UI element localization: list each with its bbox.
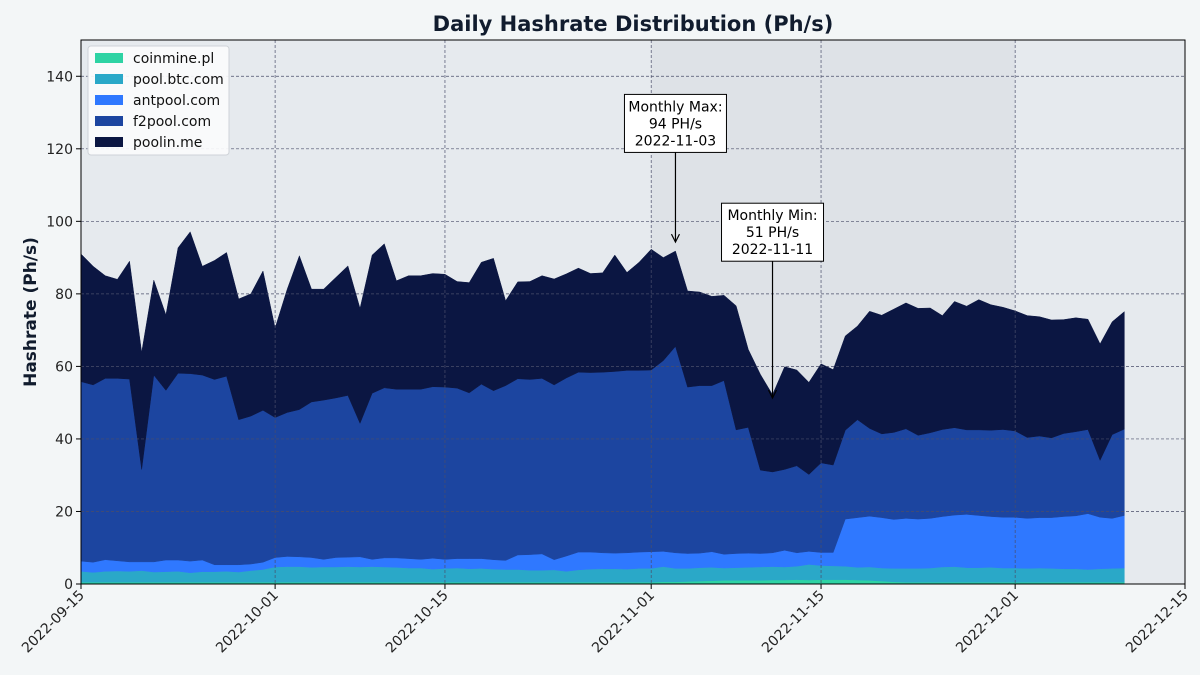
legend-swatch xyxy=(95,95,123,105)
legend-label: pool.btc.com xyxy=(133,72,224,88)
y-tick-label: 140 xyxy=(46,69,73,85)
legend-swatch xyxy=(95,53,123,63)
legend-box xyxy=(87,45,230,156)
annotation-text-line: 51 PH/s xyxy=(746,225,799,241)
y-tick-label: 40 xyxy=(55,432,73,448)
y-axis-ticks: 0 20 40 60 80 100 120 140 xyxy=(46,69,81,593)
legend-label: f2pool.com xyxy=(133,114,211,130)
y-tick-label: 120 xyxy=(46,142,73,158)
plot-frame xyxy=(80,39,1186,585)
chart-title: Daily Hashrate Distribution (Ph/s) xyxy=(433,12,834,36)
legend: coinmine.pl pool.btc.com antpool.com f2pool… xyxy=(87,45,230,156)
annotation-text-line: 94 PH/s xyxy=(649,116,702,132)
legend-swatch xyxy=(95,74,123,84)
y-axis-title: Hashrate (Ph/s) xyxy=(21,237,41,387)
annotation-arrow-head xyxy=(767,389,778,400)
legend-label: coinmine.pl xyxy=(133,51,214,67)
legend-label: poolin.me xyxy=(133,135,202,151)
y-tick-label: 0 xyxy=(64,577,73,593)
y-tick-label: 100 xyxy=(46,214,73,230)
annotation-text-line: Monthly Max: xyxy=(628,99,722,115)
legend-swatch xyxy=(95,137,123,147)
y-tick-label: 20 xyxy=(55,504,73,520)
legend-swatch xyxy=(95,116,123,126)
legend-label: antpool.com xyxy=(133,93,220,109)
y-tick-label: 80 xyxy=(55,287,73,303)
annotation-box xyxy=(623,93,727,153)
area-series-group xyxy=(80,231,1125,585)
annotation-box xyxy=(721,202,825,262)
annotation-text-line: Monthly Min: xyxy=(727,208,817,224)
annotation-arrow-head xyxy=(670,233,680,244)
area-poolin-me xyxy=(80,231,1125,475)
annotation-text-line: 2022-11-11 xyxy=(732,242,813,258)
annotation-text-line: 2022-11-03 xyxy=(635,133,716,149)
y-tick-label: 60 xyxy=(55,359,73,375)
